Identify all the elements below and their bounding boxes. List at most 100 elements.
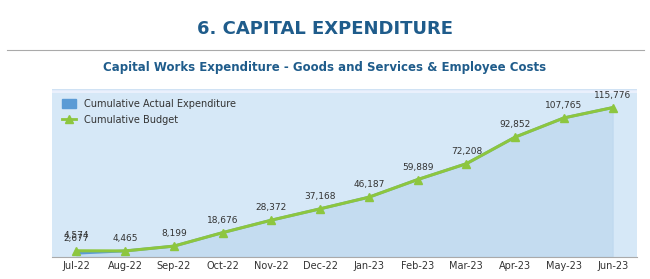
- Bar: [52, 90, 637, 92]
- Bar: [52, 90, 637, 92]
- Bar: [52, 89, 637, 91]
- Bar: [52, 90, 637, 92]
- Bar: [52, 90, 637, 91]
- Text: 2,677: 2,677: [64, 234, 89, 243]
- Bar: [52, 90, 637, 92]
- Bar: [52, 91, 637, 92]
- Bar: [52, 91, 637, 93]
- Bar: [52, 91, 637, 92]
- Bar: [52, 91, 637, 92]
- Text: 46,187: 46,187: [353, 181, 385, 189]
- Bar: [52, 90, 637, 91]
- Bar: [52, 90, 637, 92]
- Bar: [52, 91, 637, 92]
- Text: 8,199: 8,199: [161, 229, 187, 238]
- Bar: [52, 91, 637, 93]
- Bar: [52, 89, 637, 91]
- Bar: [52, 90, 637, 91]
- Bar: [52, 91, 637, 92]
- Bar: [52, 91, 637, 92]
- Bar: [52, 90, 637, 91]
- Bar: [52, 90, 637, 92]
- Bar: [52, 90, 637, 92]
- Bar: [52, 90, 637, 92]
- Text: 6. CAPITAL EXPENDITURE: 6. CAPITAL EXPENDITURE: [197, 20, 453, 38]
- Bar: [52, 90, 637, 92]
- Bar: [52, 91, 637, 92]
- Bar: [52, 90, 637, 92]
- Bar: [52, 89, 637, 91]
- Bar: [52, 91, 637, 92]
- Bar: [52, 90, 637, 92]
- Bar: [52, 90, 637, 92]
- Bar: [52, 90, 637, 92]
- Bar: [52, 89, 637, 91]
- Bar: [52, 91, 637, 93]
- Bar: [52, 90, 637, 91]
- Bar: [52, 90, 637, 91]
- Bar: [52, 90, 637, 91]
- Bar: [52, 90, 637, 92]
- Bar: [52, 91, 637, 92]
- Bar: [52, 90, 637, 92]
- Bar: [52, 90, 637, 91]
- Bar: [52, 90, 637, 92]
- Text: 4,465: 4,465: [112, 234, 138, 243]
- Bar: [52, 90, 637, 92]
- Bar: [52, 91, 637, 93]
- Bar: [52, 91, 637, 93]
- Bar: [52, 90, 637, 92]
- Bar: [52, 91, 637, 93]
- Bar: [52, 89, 637, 91]
- Bar: [52, 89, 637, 91]
- Bar: [52, 89, 637, 91]
- Bar: [52, 90, 637, 92]
- Text: 37,168: 37,168: [304, 192, 336, 201]
- Bar: [52, 90, 637, 92]
- Bar: [52, 90, 637, 92]
- Bar: [52, 90, 637, 92]
- Bar: [52, 90, 637, 92]
- Bar: [52, 90, 637, 92]
- Bar: [52, 90, 637, 91]
- Bar: [52, 90, 637, 92]
- Bar: [52, 90, 637, 92]
- Text: 18,676: 18,676: [207, 216, 239, 225]
- Bar: [52, 91, 637, 92]
- Bar: [52, 90, 637, 92]
- Text: 92,852: 92,852: [499, 121, 531, 129]
- Bar: [52, 90, 637, 92]
- Bar: [52, 90, 637, 92]
- Bar: [52, 90, 637, 92]
- Bar: [52, 90, 637, 92]
- Bar: [52, 90, 637, 92]
- Bar: [52, 91, 637, 92]
- Bar: [52, 90, 637, 91]
- Bar: [52, 91, 637, 92]
- Bar: [52, 90, 637, 91]
- Bar: [52, 90, 637, 92]
- Bar: [52, 91, 637, 93]
- Bar: [52, 90, 637, 92]
- Text: 72,208: 72,208: [450, 147, 482, 156]
- Bar: [52, 90, 637, 92]
- Bar: [52, 89, 637, 91]
- Bar: [52, 90, 637, 92]
- Legend: Cumulative Actual Expenditure, Cumulative Budget: Cumulative Actual Expenditure, Cumulativ…: [57, 94, 241, 130]
- Bar: [52, 91, 637, 92]
- Text: Capital Works Expenditure - Goods and Services & Employee Costs: Capital Works Expenditure - Goods and Se…: [103, 61, 547, 74]
- Bar: [52, 91, 637, 92]
- Bar: [52, 90, 637, 92]
- Bar: [52, 90, 637, 92]
- Bar: [52, 89, 637, 91]
- Bar: [52, 90, 637, 92]
- Bar: [52, 90, 637, 92]
- Bar: [52, 90, 637, 92]
- Bar: [52, 90, 637, 91]
- Text: 59,889: 59,889: [402, 163, 434, 172]
- Bar: [52, 90, 637, 92]
- Bar: [52, 90, 637, 91]
- Text: 28,372: 28,372: [255, 203, 287, 212]
- Bar: [52, 91, 637, 92]
- Bar: [52, 90, 637, 92]
